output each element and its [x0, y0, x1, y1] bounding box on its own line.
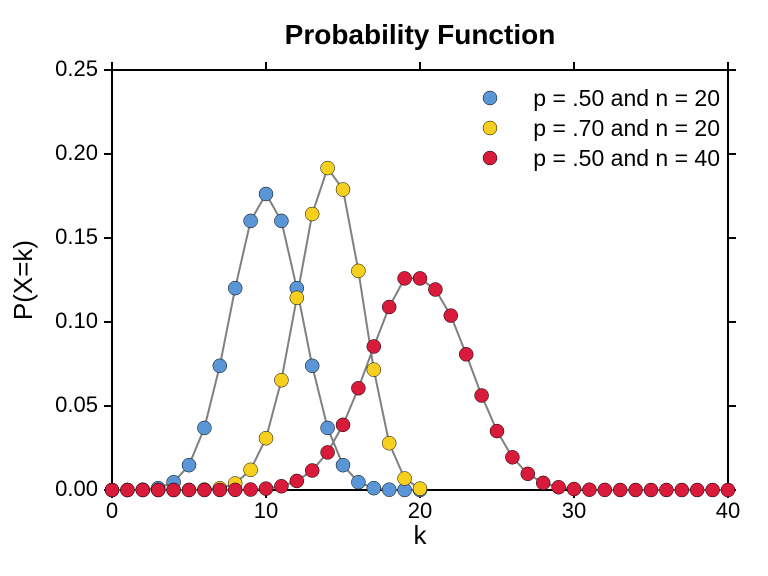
- marker-yellow: [244, 463, 258, 477]
- marker-blue: [336, 458, 350, 472]
- xtick-label: 30: [562, 498, 586, 523]
- marker-red: [582, 483, 596, 497]
- marker-blue: [213, 359, 227, 373]
- legend-label-red: p = .50 and n = 40: [533, 145, 720, 171]
- marker-blue: [259, 187, 273, 201]
- marker-red: [274, 479, 288, 493]
- marker-red: [721, 483, 735, 497]
- marker-red: [351, 381, 365, 395]
- marker-red: [321, 445, 335, 459]
- chart-svg: 0.000.050.100.150.200.25010203040Probabi…: [0, 0, 768, 576]
- marker-yellow: [382, 436, 396, 450]
- marker-yellow: [290, 291, 304, 305]
- marker-yellow: [321, 161, 335, 175]
- marker-yellow: [305, 207, 319, 221]
- probability-chart: 0.000.050.100.150.200.25010203040Probabi…: [0, 0, 768, 576]
- marker-red: [598, 483, 612, 497]
- marker-red: [367, 340, 381, 354]
- marker-red: [490, 424, 504, 438]
- marker-blue: [182, 458, 196, 472]
- marker-red: [167, 483, 181, 497]
- marker-blue: [228, 281, 242, 295]
- ytick-label: 0.10: [55, 308, 98, 333]
- marker-yellow: [259, 431, 273, 445]
- marker-red: [613, 483, 627, 497]
- ytick-label: 0.20: [55, 140, 98, 165]
- legend-label-yellow: p = .70 and n = 20: [533, 115, 720, 141]
- chart-title: Probability Function: [285, 19, 556, 50]
- marker-red: [444, 309, 458, 323]
- marker-red: [336, 418, 350, 432]
- marker-yellow: [274, 373, 288, 387]
- marker-red: [398, 271, 412, 285]
- marker-red: [413, 271, 427, 285]
- x-axis-label: k: [414, 520, 428, 550]
- marker-yellow: [398, 472, 412, 486]
- legend-marker-blue: [483, 91, 497, 105]
- marker-red: [644, 483, 658, 497]
- marker-blue: [197, 421, 211, 435]
- marker-red: [428, 283, 442, 297]
- marker-red: [136, 483, 150, 497]
- marker-red: [521, 467, 535, 481]
- legend-marker-yellow: [483, 121, 497, 135]
- marker-red: [536, 476, 550, 490]
- marker-blue: [382, 483, 396, 497]
- marker-red: [675, 483, 689, 497]
- marker-red: [629, 483, 643, 497]
- marker-red: [120, 483, 134, 497]
- marker-yellow: [336, 183, 350, 197]
- marker-blue: [244, 214, 258, 228]
- marker-red: [182, 483, 196, 497]
- marker-red: [459, 347, 473, 361]
- xtick-label: 40: [716, 498, 740, 523]
- marker-red: [290, 474, 304, 488]
- marker-blue: [321, 421, 335, 435]
- xtick-label: 0: [106, 498, 118, 523]
- legend-label-blue: p = .50 and n = 20: [533, 85, 720, 111]
- marker-red: [505, 450, 519, 464]
- marker-red: [659, 483, 673, 497]
- marker-red: [197, 483, 211, 497]
- marker-red: [259, 482, 273, 496]
- xtick-label: 10: [254, 498, 278, 523]
- marker-red: [244, 483, 258, 497]
- marker-red: [213, 483, 227, 497]
- marker-red: [151, 483, 165, 497]
- ytick-label: 0.00: [55, 476, 98, 501]
- legend-marker-red: [483, 151, 497, 165]
- marker-blue: [367, 481, 381, 495]
- marker-red: [690, 483, 704, 497]
- marker-blue: [274, 214, 288, 228]
- marker-yellow: [413, 482, 427, 496]
- marker-red: [552, 480, 566, 494]
- y-axis-label: P(X=k): [8, 240, 38, 320]
- marker-red: [706, 483, 720, 497]
- marker-yellow: [351, 264, 365, 278]
- ytick-label: 0.15: [55, 224, 98, 249]
- marker-blue: [305, 359, 319, 373]
- marker-red: [382, 300, 396, 314]
- ytick-label: 0.25: [55, 56, 98, 81]
- marker-red: [105, 483, 119, 497]
- marker-blue: [351, 475, 365, 489]
- marker-yellow: [367, 363, 381, 377]
- marker-red: [228, 483, 242, 497]
- marker-red: [305, 464, 319, 478]
- marker-red: [567, 482, 581, 496]
- ytick-label: 0.05: [55, 392, 98, 417]
- marker-red: [475, 389, 489, 403]
